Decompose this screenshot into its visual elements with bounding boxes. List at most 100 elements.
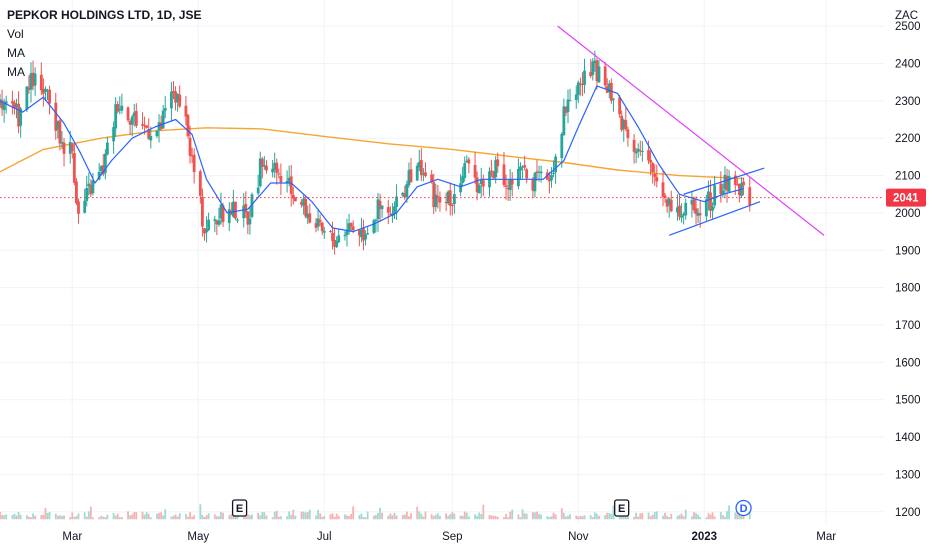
candle-body (704, 199, 708, 217)
volume-bar (726, 511, 728, 520)
candle-body (626, 129, 630, 139)
earnings-icon[interactable]: E (231, 499, 248, 517)
candle (27, 75, 31, 94)
candle-body (89, 185, 93, 195)
volume-bar (664, 512, 666, 520)
chart-legend: PEPKOR HOLDINGS LTD, 1D, JSE Vol MA MA (7, 6, 201, 82)
candle-body (56, 121, 60, 130)
candle-body (492, 171, 496, 179)
candle (320, 222, 324, 236)
candle-body (535, 171, 539, 173)
candle-body (244, 204, 248, 213)
volume-bar (713, 516, 716, 520)
candle-body (132, 112, 136, 117)
candle-body (508, 179, 512, 191)
volume-bar (641, 512, 644, 520)
candle (415, 163, 419, 182)
candle-body (504, 185, 508, 187)
volume-bar (649, 516, 652, 520)
candle-body (676, 207, 679, 213)
volume-bar (85, 516, 88, 520)
candle (593, 50, 597, 72)
dividend-icon[interactable]: D (735, 499, 752, 517)
candle (132, 103, 136, 127)
legend-ma-slow[interactable]: MA (7, 65, 25, 79)
candle-body (285, 180, 289, 183)
candle (174, 86, 177, 111)
volume-bar (521, 509, 524, 520)
candle (636, 143, 640, 158)
earnings-icon[interactable]: E (614, 499, 630, 517)
volume-bar (141, 511, 144, 520)
volume-bar (28, 516, 30, 520)
candle (106, 136, 109, 156)
candle-body (727, 176, 731, 192)
candle-body (159, 122, 163, 129)
candle-body (682, 213, 686, 216)
candle (525, 167, 529, 184)
candle (481, 174, 485, 197)
volume-bar (220, 511, 222, 520)
volume-bar (261, 512, 264, 520)
volume-bar (424, 511, 427, 520)
candle-body (622, 119, 626, 129)
volume-bar (114, 515, 117, 520)
candle-body (665, 199, 669, 207)
volume-bar (565, 516, 567, 520)
candle-body (186, 114, 190, 137)
volume-bar (176, 516, 179, 520)
candle-body (597, 66, 601, 83)
volume-bar (172, 515, 175, 520)
volume-bar (401, 514, 404, 520)
candle-body (207, 219, 211, 230)
symbol-title[interactable]: PEPKOR HOLDINGS LTD, 1D, JSE (7, 8, 202, 22)
candle-body (607, 83, 611, 93)
volume-bar (145, 512, 148, 520)
legend-ma-fast[interactable]: MA (7, 46, 25, 60)
volume-bar (445, 513, 448, 520)
volume-bar (25, 515, 28, 520)
candle (357, 229, 361, 247)
volume-bar (691, 516, 693, 520)
candle-body (75, 181, 78, 204)
volume-bar (3, 515, 6, 520)
volume-bar (697, 514, 700, 520)
candle-body (721, 190, 725, 194)
y-tick-label: 2400 (895, 59, 921, 71)
volume-bar (678, 514, 681, 520)
volume-bar (453, 513, 456, 520)
volume-bar (203, 517, 206, 520)
candle-body (475, 177, 479, 193)
candle (725, 168, 729, 203)
candle-body (595, 60, 599, 81)
candle (422, 168, 425, 182)
candle (289, 164, 293, 207)
volume-bar (348, 516, 350, 520)
candle-body (15, 104, 18, 107)
volume-bar (40, 514, 43, 520)
candle (626, 126, 630, 147)
candle (401, 191, 405, 198)
candle (618, 95, 622, 118)
candle-body (640, 150, 644, 152)
legend-vol[interactable]: Vol (7, 27, 24, 41)
candle-body (494, 160, 498, 178)
volume-bar (478, 512, 481, 520)
volume-bar (306, 512, 309, 520)
candle-body (203, 228, 206, 234)
candle-body (609, 82, 613, 101)
candle-body (291, 194, 295, 199)
candle-body (275, 162, 279, 173)
candle (207, 212, 211, 232)
volume-bar (69, 517, 72, 520)
candle (60, 131, 64, 150)
candle-body (496, 159, 500, 167)
volume-bar (149, 517, 152, 520)
candle (302, 193, 306, 215)
volume-bar (104, 517, 107, 520)
candle (434, 183, 438, 212)
candle-body (227, 209, 231, 224)
volume-bar (30, 517, 32, 520)
candle (603, 61, 607, 90)
